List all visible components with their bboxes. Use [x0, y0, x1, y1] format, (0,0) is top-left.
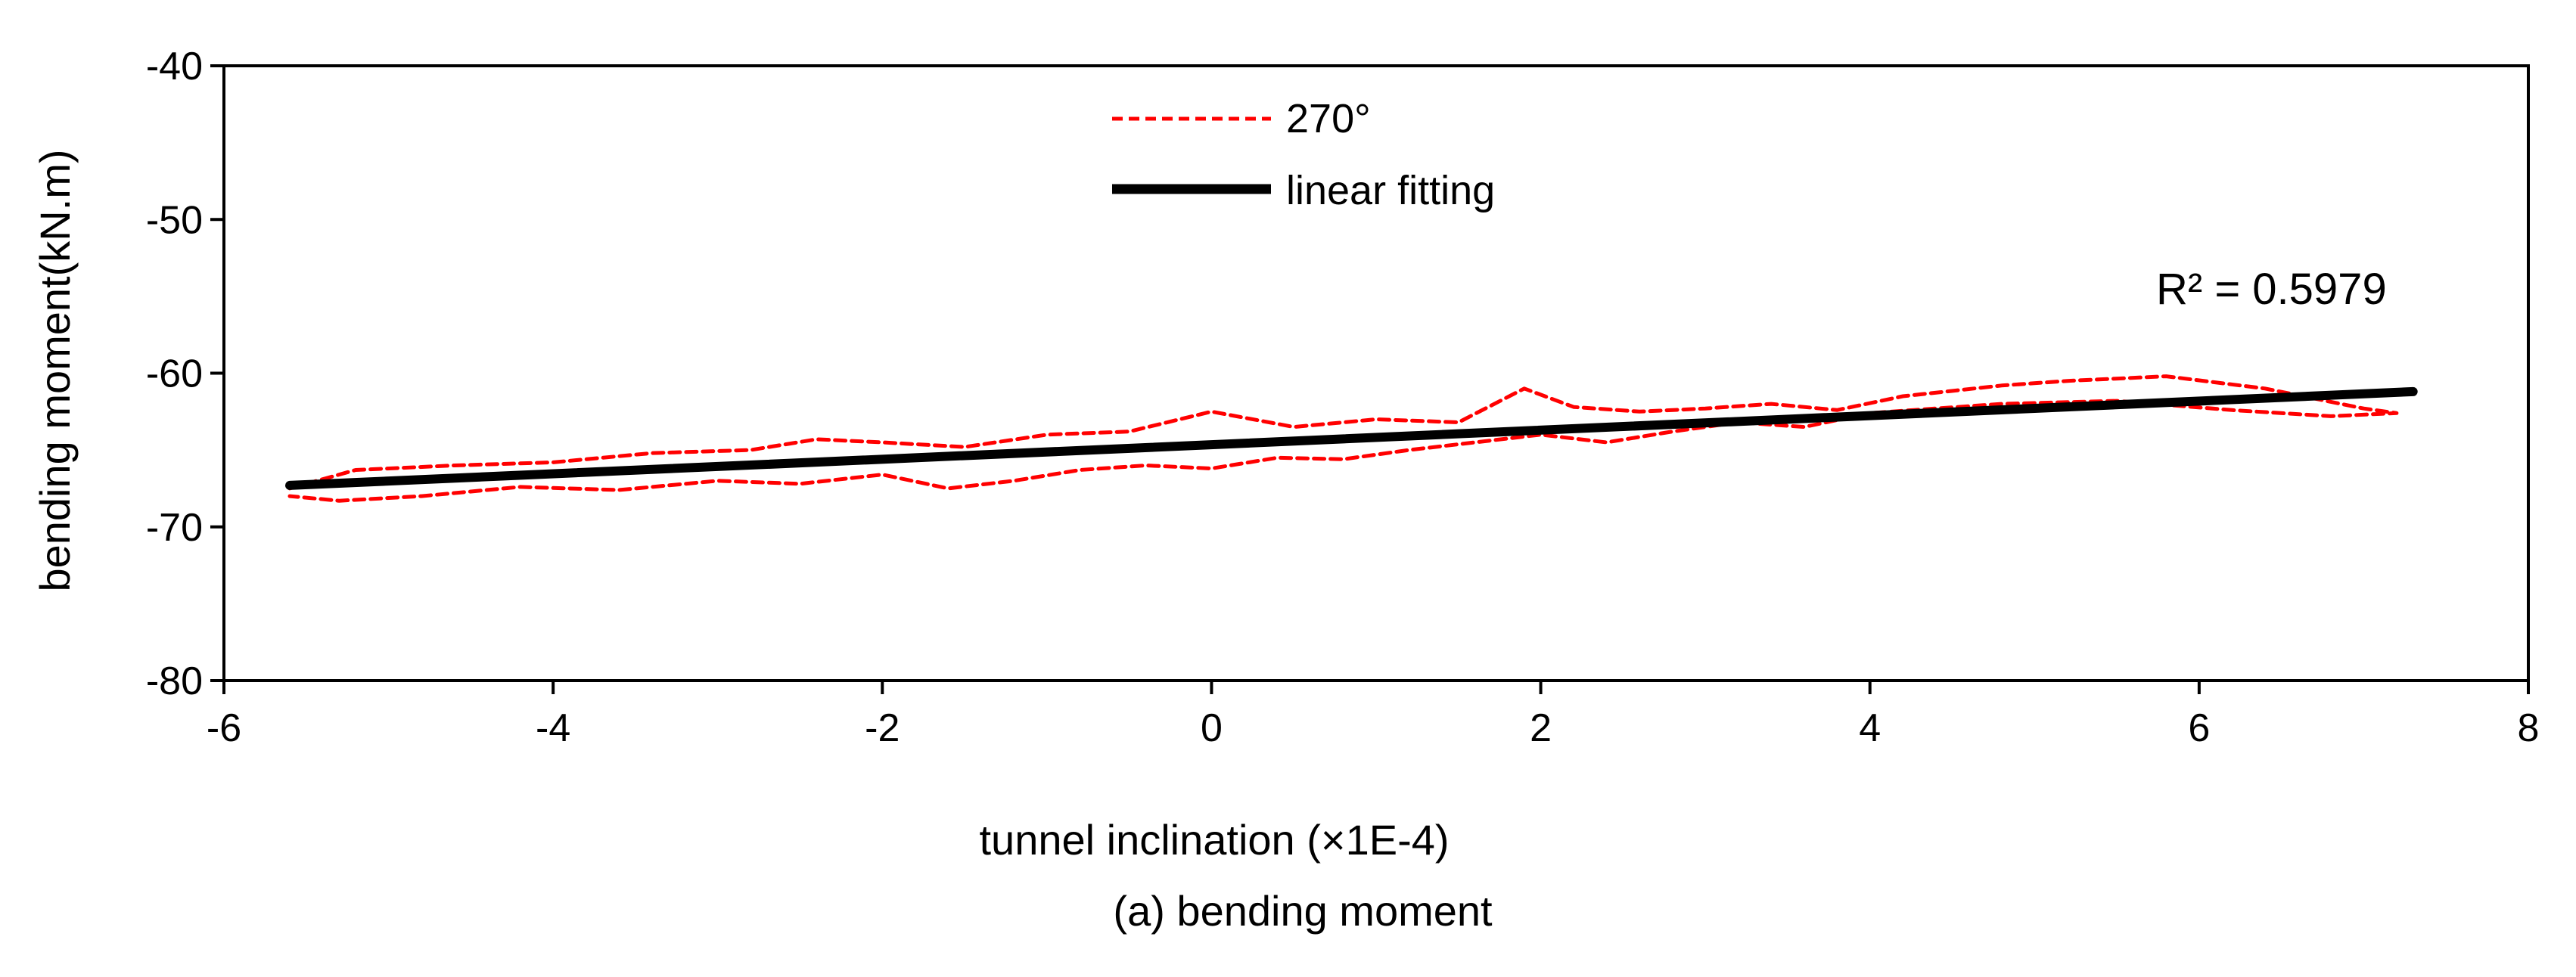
x-axis-ticks: -6 -4 -2 0 2 4 6 8	[207, 681, 2540, 750]
y-tick-label: -60	[146, 352, 203, 396]
x-axis-title: tunnel inclination (×1E-4)	[979, 816, 1449, 864]
x-tick-label: 6	[2188, 706, 2210, 750]
x-tick-label: 2	[1530, 706, 1552, 750]
y-tick-label: -70	[146, 506, 203, 550]
legend-label-linear-fitting: linear fitting	[1286, 168, 1495, 213]
series-layer	[285, 374, 2418, 503]
y-tick-label: -50	[146, 198, 203, 242]
y-axis-title: bending moment(kN.m)	[31, 149, 79, 591]
x-tick-label: 4	[1859, 706, 1881, 750]
x-tick-label: -4	[536, 706, 570, 750]
legend: 270° linear fitting	[1112, 96, 1495, 213]
series-line-linear-fitting	[285, 386, 2418, 490]
x-tick-label: -2	[865, 706, 900, 750]
r-squared-annotation: R² = 0.5979	[2156, 265, 2387, 314]
y-axis-ticks: -40 -50 -60 -70 -80	[146, 45, 224, 703]
y-tick-label: -80	[146, 659, 203, 703]
legend-label-270: 270°	[1286, 96, 1371, 141]
x-tick-label: 8	[2518, 706, 2540, 750]
figure-caption: (a) bending moment	[1113, 887, 1493, 935]
plot-area-frame	[222, 64, 2530, 682]
x-tick-label: -6	[207, 706, 241, 750]
x-tick-label: 0	[1201, 706, 1223, 750]
y-tick-label: -40	[146, 45, 203, 88]
series-line-270	[287, 374, 2399, 503]
